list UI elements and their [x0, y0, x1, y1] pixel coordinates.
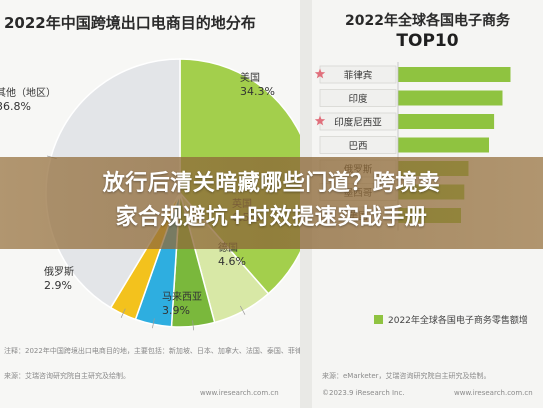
pie-chart-source: 来源：艾瑞咨询研究院自主研究及绘制。	[4, 371, 130, 381]
pie-value-label-0: 34.3%	[240, 85, 275, 98]
bar-chart-copyright: ©2023.9 iResearch Inc.	[322, 389, 405, 397]
bar-category-label-3: 巴西	[348, 141, 367, 152]
banner-line-2: 家合规避坑+时效提速实战手册	[0, 203, 543, 233]
pie-value-label-5: 36.8%	[0, 100, 31, 113]
bar-chart-footnote: 来源：eMarketer，艾瑞咨询研究院自主研究及绘制。	[322, 371, 491, 381]
bar-category-label-0: 菲律宾	[344, 70, 373, 82]
bar-category-label-2: 印度尼西亚	[334, 117, 382, 129]
bar-3	[398, 138, 489, 153]
pie-label-4: 俄罗斯	[44, 265, 74, 278]
bar-2	[398, 114, 494, 129]
bar-1	[398, 91, 503, 106]
legend-swatch	[374, 315, 383, 324]
pie-value-label-3: 3.9%	[162, 304, 190, 317]
banner-line-1: 放行后清关暗藏哪些门道？跨境卖	[0, 169, 543, 199]
legend-label: 2022年全球各国电子商务零售额增	[388, 314, 528, 326]
pie-value-label-4: 2.9%	[44, 279, 72, 292]
pie-label-0: 美国	[240, 71, 260, 84]
pie-label-3: 马来西亚	[162, 291, 202, 303]
pie-chart-source-url: www.iresearch.com.cn	[200, 389, 279, 397]
bar-chart-source-url: www.iresearch.com.cn	[454, 389, 533, 397]
pie-chart-footnote: 注释：2022年中国跨境出口电商目的地，主要包括：新加坡、日本、加拿大、法国、泰…	[4, 346, 300, 356]
pie-label-5: 其他（地区）	[0, 86, 56, 99]
overlay-banner: 放行后清关暗藏哪些门道？跨境卖 家合规避坑+时效提速实战手册	[0, 157, 543, 249]
bar-category-label-1: 印度	[348, 93, 368, 105]
pie-value-label-2: 4.6%	[218, 255, 246, 268]
bar-0	[398, 67, 511, 82]
